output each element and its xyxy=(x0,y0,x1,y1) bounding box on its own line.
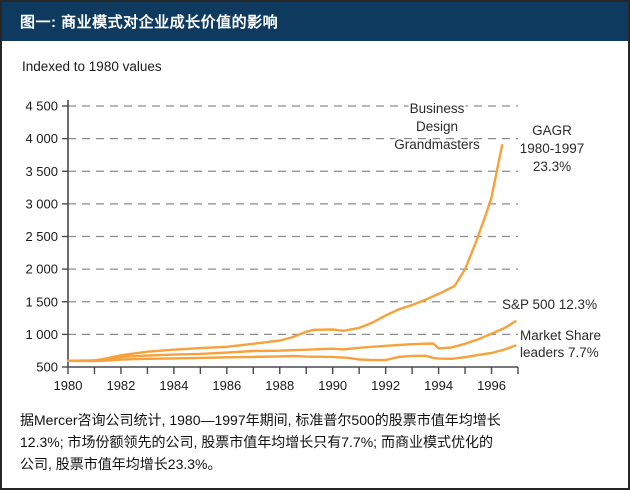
y-tick-label: 1 500 xyxy=(25,294,58,309)
x-tick-label: 1980 xyxy=(54,378,83,393)
label-market-share: Market Share xyxy=(520,328,601,343)
x-tick-label: 1982 xyxy=(106,378,135,393)
footer-note: 据Mercer咨询公司统计, 1980—1997年期间, 标准普尔500的股票市… xyxy=(20,409,614,475)
label-sp500: S&P 500 12.3% xyxy=(502,297,597,312)
label-gagr: 23.3% xyxy=(533,159,571,174)
gridlines xyxy=(68,105,518,335)
label-business-design-grandmasters: Business xyxy=(410,101,465,116)
x-tick-label: 1990 xyxy=(318,378,347,393)
y-axis: 500 1 000 1 500 2 000 2 500 3 000 3 500 4 000 4 … xyxy=(25,99,69,375)
series-market-share-leaders xyxy=(66,344,517,363)
footer-line-2: 12.3%; 市场份额领先的公司, 股票市值年均增长只有7.7%; 而商业模式优… xyxy=(20,434,493,450)
label-gagr: GAGR xyxy=(532,123,572,138)
series-business-design-grandmasters xyxy=(66,143,504,362)
y-tick-label: 4 000 xyxy=(25,131,58,146)
footer-line-1: 据Mercer咨询公司统计, 1980—1997年期间, 标准普尔500的股票市… xyxy=(20,412,501,428)
y-tick-label: 2 500 xyxy=(25,229,58,244)
header-bar: 图一: 商业模式对企业成长价值的影响 xyxy=(2,2,628,41)
chart-subtitle: Indexed to 1980 values xyxy=(22,59,162,74)
y-tick-label: 3 000 xyxy=(25,196,58,211)
y-tick-label: 500 xyxy=(36,360,58,375)
x-tick-label: 1986 xyxy=(212,378,241,393)
x-axis: 1980 1982 1984 1986 1988 1990 1992 1994 1996 xyxy=(54,366,519,393)
series-annotations: Business Design Grandmasters GAGR 1980-1997 2… xyxy=(392,99,603,362)
label-business-design-grandmasters: Grandmasters xyxy=(394,137,480,152)
x-tick-label: 1996 xyxy=(477,378,506,393)
y-tick-label: 1 000 xyxy=(25,327,58,342)
label-gagr: 1980-1997 xyxy=(520,141,585,156)
y-tick-label: 3 500 xyxy=(25,164,58,179)
x-tick-label: 1994 xyxy=(424,378,453,393)
label-business-design-grandmasters: Design xyxy=(416,119,458,134)
footer-line-3: 公司, 股票市值年均增长23.3%。 xyxy=(20,456,222,472)
x-tick-label: 1988 xyxy=(265,378,294,393)
label-market-share: leaders 7.7% xyxy=(520,345,599,360)
y-tick-label: 2 000 xyxy=(25,262,58,277)
y-tick-label: 4 500 xyxy=(25,99,58,114)
series-sp500 xyxy=(66,320,517,362)
figure-title: 图一: 商业模式对企业成长价值的影响 xyxy=(20,14,279,31)
x-tick-label: 1984 xyxy=(159,378,188,393)
x-tick-label: 1992 xyxy=(371,378,400,393)
